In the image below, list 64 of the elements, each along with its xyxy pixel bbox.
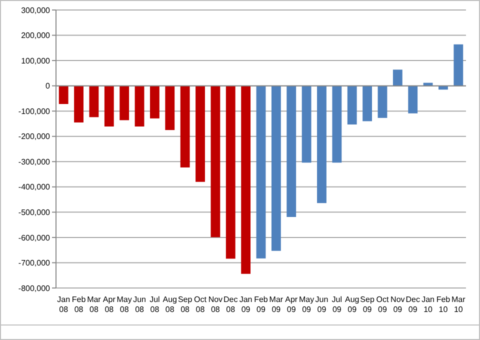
x-tick-label: Nov 08 xyxy=(208,295,223,314)
x-tick-label: Jan 09 xyxy=(239,295,252,314)
x-tick-label: Jun 08 xyxy=(133,295,146,314)
x-tick-label: Oct 09 xyxy=(376,295,390,314)
x-tick-label: Apr 09 xyxy=(285,295,298,314)
y-tick-label: -300,000 xyxy=(18,157,51,166)
bar xyxy=(362,86,372,122)
y-tick-label: 100,000 xyxy=(21,56,51,66)
x-tick-label: Jan 08 xyxy=(57,295,70,314)
bar xyxy=(241,86,251,274)
x-tick-label: Dec 08 xyxy=(224,295,238,314)
x-tick-label: Feb 08 xyxy=(72,295,86,314)
x-tick-label: Jun 09 xyxy=(315,295,328,314)
x-tick-label: Sep 09 xyxy=(360,295,375,314)
y-tick-label: 300,000 xyxy=(21,6,51,15)
y-tick-label: -700,000 xyxy=(18,258,51,268)
bar xyxy=(378,86,388,118)
bar xyxy=(317,86,326,204)
y-tick-label: 0 xyxy=(46,82,51,91)
x-tick-label: Nov 09 xyxy=(390,295,405,314)
bar xyxy=(120,86,130,120)
bar xyxy=(58,86,68,104)
bar xyxy=(454,44,464,86)
y-tick-label: -200,000 xyxy=(18,132,51,142)
bar xyxy=(196,86,205,182)
bar xyxy=(347,86,357,124)
bar xyxy=(408,86,418,114)
bar xyxy=(134,86,144,127)
x-tick-label: Jan 10 xyxy=(422,295,434,314)
x-tick-label: Aug 08 xyxy=(162,295,178,314)
x-tick-label: May 09 xyxy=(298,295,314,314)
y-tick-label: -600,000 xyxy=(18,233,51,242)
bar xyxy=(256,86,266,258)
bar xyxy=(74,86,84,122)
x-tick-label: Apr 08 xyxy=(102,295,116,314)
x-tick-label: Sep 08 xyxy=(178,295,193,314)
bar xyxy=(165,86,175,130)
bar xyxy=(150,86,160,118)
y-tick-label: 200,000 xyxy=(21,31,51,40)
x-tick-label: Mar 10 xyxy=(452,295,466,314)
bar xyxy=(104,86,114,127)
x-tick-label: Dec 09 xyxy=(406,295,420,314)
bar xyxy=(180,86,190,168)
y-tick-label: -500,000 xyxy=(18,208,51,217)
x-tick-label: Jul 09 xyxy=(332,295,342,314)
bar xyxy=(332,86,342,163)
x-tick-label: Mar 08 xyxy=(87,295,102,314)
x-tick-label: Jul 08 xyxy=(150,295,160,314)
bar xyxy=(210,86,220,238)
y-tick-label: -400,000 xyxy=(18,182,51,192)
x-tick-label: Oct 08 xyxy=(194,295,208,314)
x-tick-label: Feb 10 xyxy=(436,295,451,314)
y-tick-label: -800,000 xyxy=(18,284,51,293)
bar xyxy=(302,86,312,163)
bar xyxy=(271,86,281,251)
x-tick-label: Mar 09 xyxy=(269,295,284,314)
bar xyxy=(286,86,296,217)
x-tick-label: May 08 xyxy=(116,295,132,314)
bar xyxy=(226,86,236,259)
bar xyxy=(392,70,402,86)
x-tick-label: Feb 09 xyxy=(254,295,268,314)
y-tick-label: -100,000 xyxy=(18,106,51,116)
x-tick-label: Aug 09 xyxy=(344,295,360,314)
bar xyxy=(89,86,99,118)
